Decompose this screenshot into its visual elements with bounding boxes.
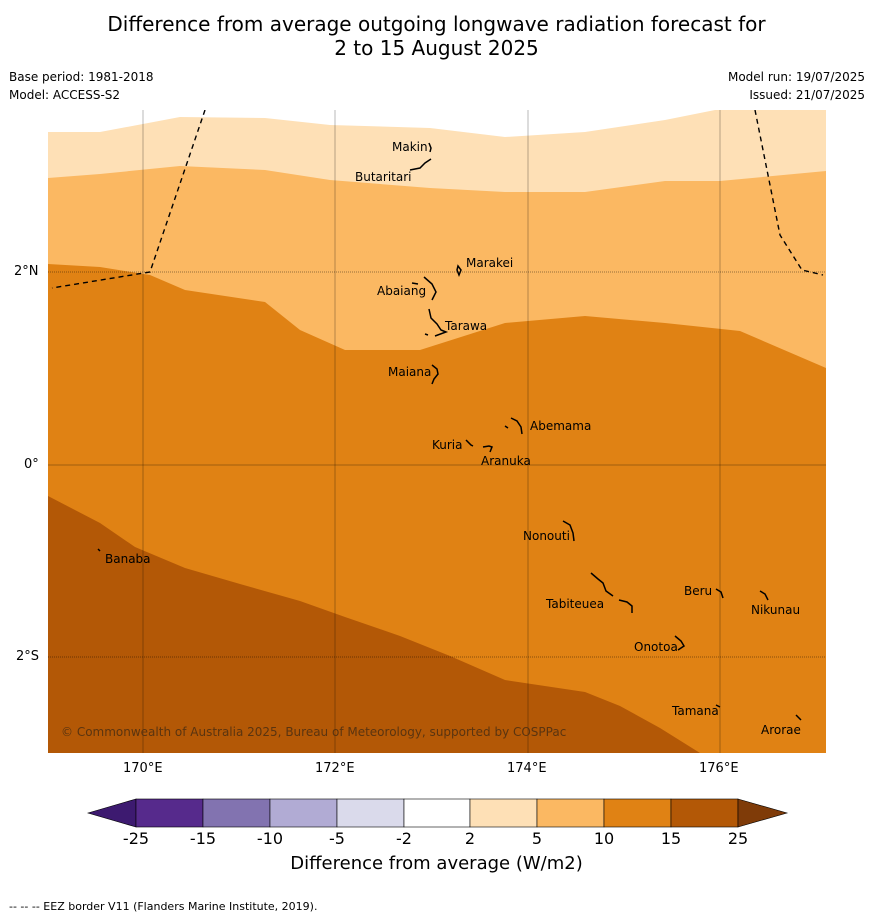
- colorbar-bin-1: [135, 798, 204, 828]
- arorae-island: [795, 714, 802, 721]
- colorbar-tick: 15: [660, 829, 682, 848]
- label-abemama: Abemama: [530, 419, 591, 433]
- lat-label-0: 0°: [24, 457, 39, 472]
- colorbar: [86, 798, 789, 828]
- colorbar-tick: 25: [727, 829, 749, 848]
- colorbar-tick: 10: [593, 829, 615, 848]
- label-nikunau: Nikunau: [751, 603, 800, 617]
- model-run: Model run: 19/07/2025: [727, 70, 865, 84]
- lon-label-172e: 172°E: [315, 761, 355, 776]
- lat-label-2s: 2°S: [16, 649, 40, 664]
- makin-island: [428, 142, 432, 153]
- nonouti-island: [562, 520, 575, 542]
- label-maiana: Maiana: [388, 365, 431, 379]
- banaba-island: [97, 548, 101, 552]
- island-outlines: [97, 142, 802, 721]
- place-labels: Makin Butaritari Marakei Abaiang Tarawa …: [105, 140, 801, 737]
- colorbar-extend-low: [86, 798, 137, 828]
- label-abaiang: Abaiang: [377, 284, 426, 298]
- lat-label-2n: 2°N: [14, 264, 39, 279]
- label-makin: Makin: [392, 140, 428, 154]
- colorbar-bin-7: [536, 798, 605, 828]
- colorbar-tick: 2: [464, 829, 476, 848]
- eez-border-east: [754, 110, 824, 276]
- graticule: [48, 110, 826, 753]
- copyright-notice: © Commonwealth of Australia 2025, Bureau…: [61, 725, 566, 739]
- colorbar-tick: -15: [189, 829, 217, 848]
- onotoa-island: [674, 635, 686, 651]
- label-tarawa: Tarawa: [444, 319, 487, 333]
- band-15-to-25: [48, 496, 700, 753]
- colorbar-bin-4: [336, 798, 405, 828]
- colorbar-tick: -25: [122, 829, 150, 848]
- tabiteuea-island: [590, 572, 633, 613]
- colorbar-title: Difference from average (W/m2): [290, 853, 583, 874]
- colorbar-tick: -10: [256, 829, 284, 848]
- colorbar-tick: -2: [396, 829, 412, 848]
- label-tamana: Tamana: [671, 704, 719, 718]
- model-name: Model: ACCESS-S2: [9, 88, 121, 102]
- label-aranuka: Aranuka: [481, 454, 531, 468]
- meta-left: Base period: 1981-2018 Model: ACCESS-S2: [9, 68, 154, 104]
- colorbar-extend-high: [737, 798, 789, 828]
- marakei-island: [456, 264, 462, 278]
- tarawa-island: [424, 308, 449, 337]
- eez-border: [51, 110, 824, 289]
- kuria-island: [465, 439, 474, 447]
- colorbar-bin-3: [269, 798, 338, 828]
- maiana-island: [431, 364, 439, 385]
- colorbar-bin-8: [603, 798, 672, 828]
- label-butaritari: Butaritari: [355, 170, 412, 184]
- base-period: Base period: 1981-2018: [9, 70, 154, 84]
- label-nonouti: Nonouti: [523, 529, 570, 543]
- label-tabiteuea: Tabiteuea: [545, 597, 604, 611]
- lon-label-174e: 174°E: [507, 761, 547, 776]
- butaritari-island: [409, 158, 432, 171]
- label-marakei: Marakei: [466, 256, 513, 270]
- dotted-parallels: [48, 271, 826, 658]
- eez-legend-note: -- -- -- EEZ border V11 (Flanders Marine…: [9, 900, 318, 913]
- label-arorae: Arorae: [761, 723, 801, 737]
- meta-right: Model run: 19/07/2025 Issued: 21/07/2025: [728, 68, 865, 104]
- colorbar-tick: -5: [329, 829, 345, 848]
- label-banaba: Banaba: [105, 552, 151, 566]
- title-line-2: 2 to 15 August 2025: [334, 36, 539, 60]
- colorbar-tick: 5: [531, 829, 543, 848]
- title-line-1: Difference from average outgoing longwav…: [107, 12, 766, 36]
- map-area: Makin Butaritari Marakei Abaiang Tarawa …: [48, 110, 826, 753]
- map-title: Difference from average outgoing longwav…: [0, 12, 873, 60]
- lon-label-170e: 170°E: [123, 761, 163, 776]
- abaiang-island: [411, 276, 437, 301]
- eez-border-west: [51, 110, 206, 289]
- label-beru: Beru: [684, 584, 712, 598]
- colorbar-bin-2: [202, 798, 271, 828]
- lon-label-176e: 176°E: [699, 761, 739, 776]
- issued-date: Issued: 21/07/2025: [749, 88, 865, 102]
- label-onotoa: Onotoa: [634, 640, 678, 654]
- aranuka-island: [482, 445, 493, 453]
- nikunau-island: [759, 590, 769, 601]
- abemama-island: [504, 417, 523, 435]
- colorbar-bin-6: [469, 798, 538, 828]
- colorbar-bin-9: [670, 798, 739, 828]
- beru-island: [715, 588, 724, 599]
- label-kuria: Kuria: [432, 438, 463, 452]
- tamana-island: [715, 704, 721, 708]
- colorbar-bin-5: [403, 798, 471, 828]
